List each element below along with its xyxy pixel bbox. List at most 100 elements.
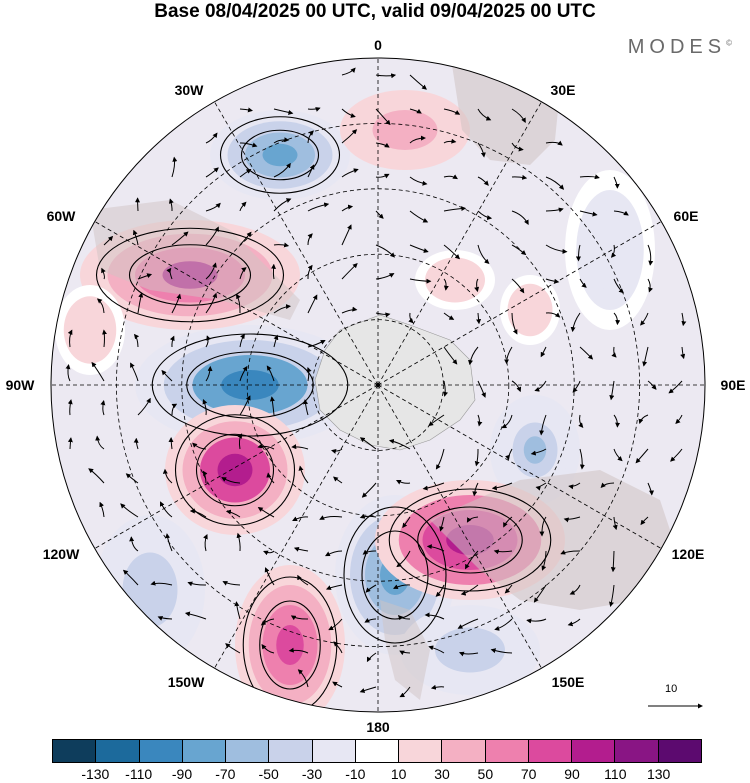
wind-vector [609,380,615,401]
wind-vector [511,312,518,335]
wind-vector [642,346,649,367]
legend-tick-label: 10 [390,766,407,782]
legend-swatch [53,740,97,762]
wind-vector [443,108,461,115]
anomaly-blob [388,120,422,140]
wind-vector [239,365,248,382]
contour-line [259,600,321,690]
wind-vector [422,482,445,491]
wind-vector [610,550,616,573]
legend-swatch [312,740,356,762]
wind-vector [409,244,429,253]
wind-vector [443,206,467,212]
wind-vector [237,433,243,450]
wind-vector [443,346,458,365]
wind-vector [375,142,390,148]
wind-vector [563,516,581,523]
modes-logo: MODES© [628,36,732,59]
wind-vector [511,380,522,393]
wind-vector [306,367,312,382]
legend-swatch [615,740,659,762]
wind-vector [359,437,377,450]
wind-vector [511,108,526,123]
wind-vector [67,399,73,416]
wind-vector [341,262,358,280]
wind-vector [424,612,445,620]
wind-vector [165,533,173,552]
south-america-land [90,200,300,320]
wind-vector [458,651,479,657]
contour-line [361,530,429,620]
wind-vector [568,482,581,490]
legend-tick-label: 70 [520,766,537,782]
wind-vector [171,156,178,178]
wind-vector [202,398,208,416]
contour-line [95,227,285,323]
wind-vector [203,533,208,552]
wind-vector [307,164,315,178]
wind-vector [103,235,114,246]
wind-vector [530,448,547,456]
legend-swatch [269,740,313,762]
anomaly-blob [262,143,298,167]
wind-vector [67,437,73,450]
wind-vector [569,584,581,595]
label-60w: 60W [46,208,76,224]
label-30e: 30E [550,82,576,98]
wind-vector [375,273,395,280]
wind-vector [171,403,178,416]
wind-vector [266,472,275,484]
wind-vector [205,226,219,246]
wind-vector [137,292,144,314]
wind-vector [95,435,105,450]
antarctica-land [314,314,476,451]
wind-vector [65,364,71,382]
wind-vector [239,333,245,348]
legend-swatch [182,740,227,762]
wind-vector [132,229,139,246]
wind-vector [291,444,309,450]
new-zealand-land [380,600,430,700]
wind-vector [202,470,208,484]
wind-vector [169,335,175,348]
wind-vector [399,686,411,698]
wind-vector [545,278,560,284]
wind-vector [205,365,213,382]
wind-vector [205,132,218,144]
wind-vector [205,167,219,178]
wind-vector [443,278,449,291]
wind-vector [399,650,411,656]
wind-vector [297,574,309,586]
wind-vector [505,448,513,461]
wind-vector [364,618,377,623]
legend-tick-label: -90 [171,766,193,782]
wind-vector [192,442,207,450]
legend-tick-label: -30 [301,766,323,782]
wind-vector [266,365,275,382]
wind-vectors [65,67,687,698]
wind-vector [611,346,617,358]
legend-swatch [399,740,443,762]
wind-vector [205,262,217,280]
contour-line [343,506,447,644]
wind-vector [477,142,486,158]
wind-vector [572,380,581,393]
wind-vector [668,380,683,394]
wind-vector [328,618,343,631]
wind-vector [439,516,445,532]
wind-vector [409,135,426,144]
wind-vector [333,641,343,654]
wind-vector [600,482,615,489]
wind-vector [225,509,241,518]
wind-vector [579,448,585,470]
wind-vector [670,448,683,462]
label-120w: 120W [42,546,80,562]
legend-swatch [485,740,529,762]
wind-vector [504,584,513,594]
wind-vector [397,614,411,621]
wind-vector [477,244,490,264]
label-90w: 90W [5,377,35,393]
wind-vector [647,380,657,390]
wind-vector [388,438,411,450]
wind-vector [511,174,528,180]
